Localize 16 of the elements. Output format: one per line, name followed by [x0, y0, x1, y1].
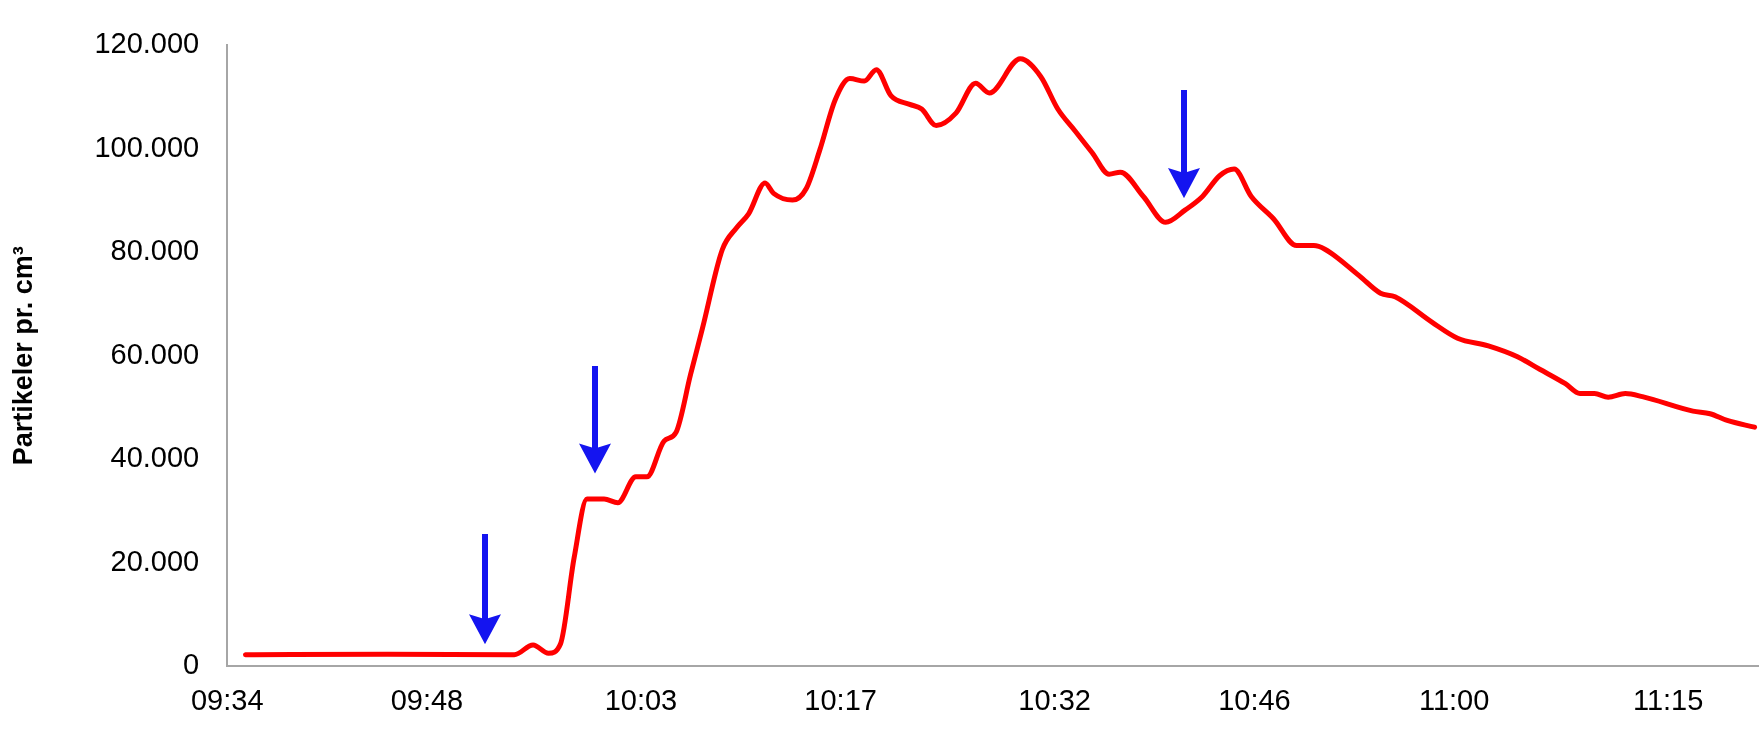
y-axis-title: Partikeler pr. cm³ — [7, 246, 38, 466]
x-tick-label: 10:46 — [1218, 683, 1291, 716]
x-tick-label: 10:17 — [804, 683, 877, 716]
x-tick-label: 11:15 — [1632, 683, 1704, 716]
y-tick-label: 80.000 — [110, 234, 200, 267]
x-tick-label: 09:34 — [190, 683, 264, 716]
y-tick-label: 0 — [183, 648, 200, 681]
y-tick-label: 60.000 — [110, 337, 200, 370]
y-tick-label: 20.000 — [110, 544, 200, 577]
y-tick-label: 40.000 — [110, 441, 200, 474]
y-tick-label: 100.000 — [94, 130, 200, 163]
x-tick-label: 10:32 — [1018, 683, 1091, 716]
x-tick-label: 10:03 — [604, 683, 678, 716]
x-tick-label: 09:48 — [390, 683, 464, 716]
y-tick-label: 120.000 — [94, 27, 200, 60]
x-tick-label: 11:00 — [1418, 683, 1490, 716]
